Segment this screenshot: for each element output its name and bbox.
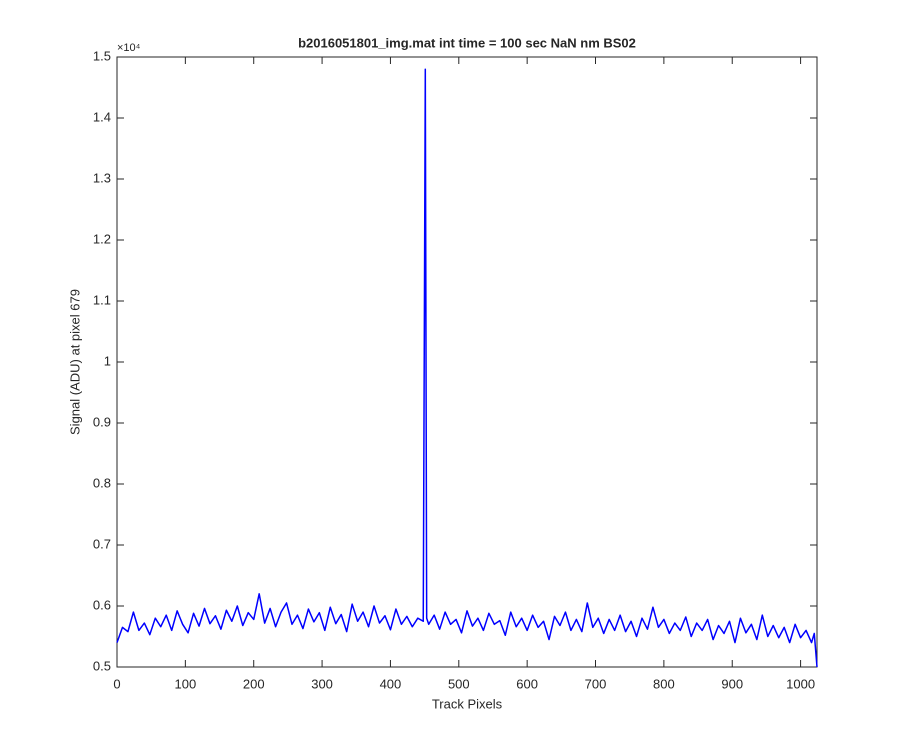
x-tick-label: 500 bbox=[448, 676, 470, 691]
x-tick-label: 400 bbox=[380, 676, 402, 691]
x-tick-label: 700 bbox=[585, 676, 607, 691]
x-tick-label: 900 bbox=[721, 676, 743, 691]
chart-title: b2016051801_img.mat int time = 100 sec N… bbox=[298, 35, 636, 50]
y-tick-label: 0.7 bbox=[93, 536, 111, 551]
x-tick-label: 800 bbox=[653, 676, 675, 691]
y-tick-label: 1.2 bbox=[93, 231, 111, 246]
y-tick-label: 0.8 bbox=[93, 475, 111, 490]
y-tick-label: 1.5 bbox=[93, 48, 111, 63]
x-tick-label: 300 bbox=[311, 676, 333, 691]
x-tick-label: 0 bbox=[113, 676, 120, 691]
x-tick-label: 1000 bbox=[786, 676, 815, 691]
x-axis-label: Track Pixels bbox=[432, 696, 503, 711]
x-tick-label: 100 bbox=[175, 676, 197, 691]
y-tick-label: 0.9 bbox=[93, 414, 111, 429]
y-tick-label: 1.1 bbox=[93, 292, 111, 307]
y-tick-label: 1.4 bbox=[93, 109, 111, 124]
y-tick-label: 1 bbox=[104, 353, 111, 368]
y-tick-label: 0.6 bbox=[93, 597, 111, 612]
y-tick-label: 1.3 bbox=[93, 170, 111, 185]
y-exponent: ×10⁴ bbox=[117, 42, 141, 54]
x-tick-label: 600 bbox=[516, 676, 538, 691]
x-tick-label: 200 bbox=[243, 676, 265, 691]
data-line bbox=[116, 68, 818, 668]
y-axis-label: Signal (ADU) at pixel 679 bbox=[67, 289, 82, 435]
y-tick-label: 0.5 bbox=[93, 658, 111, 673]
